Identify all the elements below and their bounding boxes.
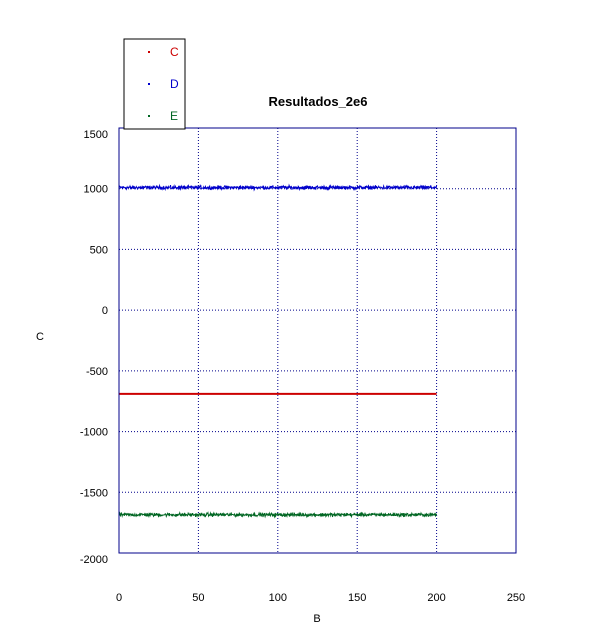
legend: C D E (123, 38, 186, 130)
y-tick-label: 1500 (84, 129, 108, 141)
y-tick-label: 1000 (84, 184, 108, 196)
y-tick-label: -1000 (80, 427, 108, 439)
x-tick-label: 50 (192, 592, 204, 604)
legend-label-C: C (170, 45, 179, 59)
y-tick-label: -500 (86, 366, 108, 378)
legend-box (123, 38, 186, 130)
series-D-line (118, 183, 438, 192)
y-tick-label: -1500 (80, 487, 108, 499)
x-tick-labels: 0 50 100 150 200 250 (116, 592, 525, 604)
legend-marker-E (148, 115, 150, 117)
x-tick-label: 250 (507, 592, 525, 604)
grid-lines (119, 128, 516, 553)
legend-label-E: E (170, 109, 178, 123)
x-tick-label: 200 (427, 592, 445, 604)
series-E-line (118, 511, 438, 519)
y-tick-label: 0 (102, 305, 108, 317)
legend-label-D: D (170, 77, 179, 91)
series-layer (118, 183, 438, 519)
x-tick-label: 150 (348, 592, 366, 604)
legend-marker-C (148, 51, 150, 53)
chart-title: Resultados_2e6 (269, 94, 368, 109)
legend-marker-D (148, 83, 150, 85)
y-axis-label: C (36, 331, 44, 343)
x-axis-label: B (313, 613, 320, 625)
x-tick-label: 0 (116, 592, 122, 604)
y-tick-label: -2000 (80, 554, 108, 566)
y-tick-labels: 1500 1000 500 0 -500 -1000 -1500 -2000 (80, 129, 108, 566)
x-tick-label: 100 (269, 592, 287, 604)
y-tick-label: 500 (90, 244, 108, 256)
plot-frame (118, 127, 517, 554)
